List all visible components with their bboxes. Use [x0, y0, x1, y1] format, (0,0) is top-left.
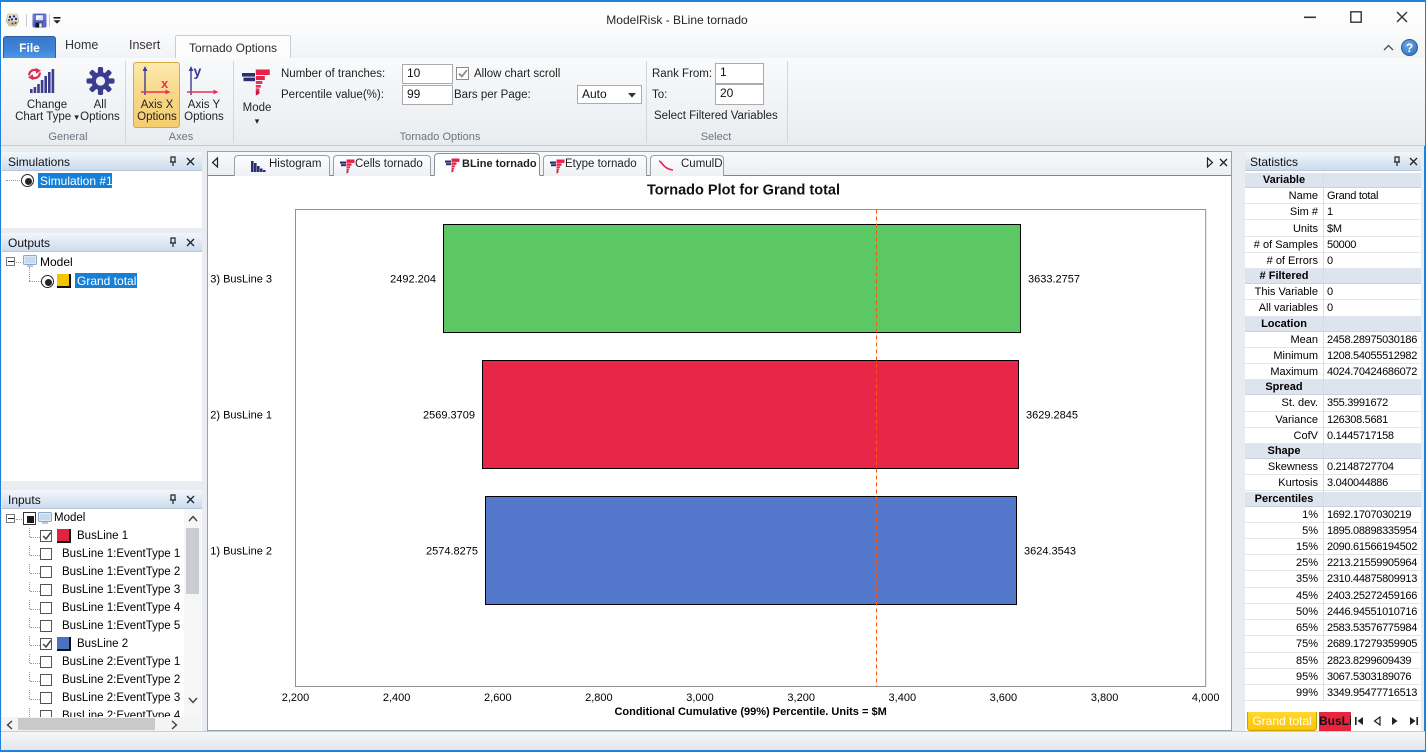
svg-text:2,600: 2,600 — [484, 692, 512, 704]
svg-text:3633.2757: 3633.2757 — [1028, 274, 1080, 286]
svg-text:3,800: 3,800 — [1091, 692, 1119, 704]
svg-text:2492.204: 2492.204 — [390, 274, 436, 286]
svg-text:3,200: 3,200 — [787, 692, 815, 704]
svg-text:2,200: 2,200 — [282, 692, 310, 704]
svg-text:1) BusLine 2: 1) BusLine 2 — [210, 546, 272, 558]
svg-text:2574.8275: 2574.8275 — [426, 546, 478, 558]
svg-text:2) BusLine 1: 2) BusLine 1 — [210, 410, 272, 422]
svg-text:x: x — [161, 76, 169, 91]
svg-text:2,400: 2,400 — [383, 692, 411, 704]
svg-text:3,600: 3,600 — [990, 692, 1018, 704]
svg-text:3624.3543: 3624.3543 — [1024, 546, 1076, 558]
svg-text:3) BusLine 3: 3) BusLine 3 — [210, 274, 272, 286]
svg-text:3629.2845: 3629.2845 — [1026, 410, 1078, 422]
svg-text:Conditional Cumulative (99%) P: Conditional Cumulative (99%) Percentile.… — [614, 706, 886, 718]
svg-text:3,000: 3,000 — [686, 692, 714, 704]
svg-text:2,800: 2,800 — [585, 692, 613, 704]
svg-text:4,000: 4,000 — [1192, 692, 1220, 704]
svg-text:3,400: 3,400 — [889, 692, 917, 704]
svg-text:y: y — [194, 66, 202, 79]
svg-text:2569.3709: 2569.3709 — [423, 410, 475, 422]
svg-text:Tornado Plot for Grand total: Tornado Plot for Grand total — [647, 183, 840, 199]
